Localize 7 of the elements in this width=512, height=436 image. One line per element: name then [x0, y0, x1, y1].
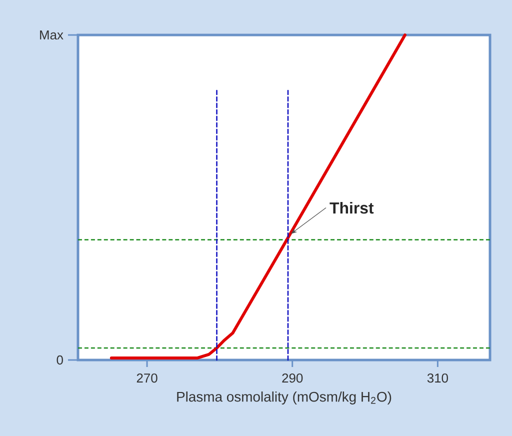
x-tick-label: 310: [427, 373, 448, 383]
x-tick-label: 270: [136, 373, 158, 383]
x-tick-label: 290: [282, 373, 303, 383]
x-axis-title: Plasma osmolality (mOsm/kg H$_{2}$O): [177, 391, 392, 404]
annotation: Thirst: [330, 202, 374, 214]
text: Max: [40, 30, 64, 40]
text: 0: [56, 355, 63, 365]
